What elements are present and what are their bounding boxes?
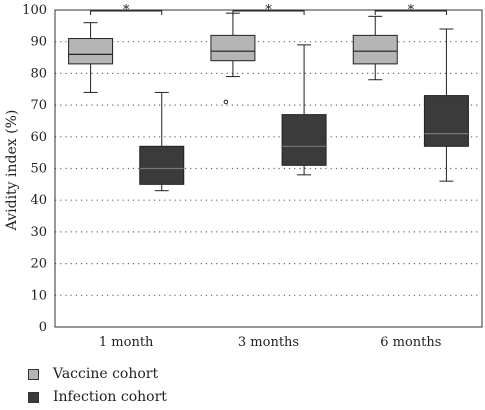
plot-frame — [54, 9, 483, 328]
x-tick-label: 3 months — [238, 335, 299, 350]
y-tick-label: 30 — [30, 225, 47, 240]
grid-lines — [55, 41, 482, 296]
y-tick-label: 60 — [30, 130, 47, 145]
x-tick-label: 1 month — [99, 335, 154, 350]
y-tick-label: 70 — [30, 98, 47, 113]
significance-bracket — [232, 10, 305, 15]
y-axis-ticks: 0 10 20 30 40 50 60 70 80 90 100 — [22, 3, 47, 335]
x-axis-ticks: 1 month 3 months 6 months — [99, 335, 442, 350]
box-iqr — [423, 95, 469, 147]
legend: Vaccine cohort Infection cohort — [28, 364, 167, 410]
legend-item-infection: Infection cohort — [28, 387, 167, 407]
box-infection-2 — [281, 44, 327, 176]
y-tick-label: 20 — [30, 257, 47, 272]
legend-label-vaccine: Vaccine cohort — [53, 366, 159, 382]
y-tick-label: 40 — [30, 193, 47, 208]
box-plot-chart: 0 10 20 30 40 50 60 70 80 90 100 1 month 3 months 6 … — [4, 3, 483, 350]
significance-bracket — [90, 10, 163, 15]
y-tick-label: 90 — [30, 35, 47, 50]
y-tick-label: 10 — [30, 288, 47, 303]
box-series — [68, 12, 469, 192]
y-tick-label: 80 — [30, 66, 47, 81]
box-infection-3 — [423, 28, 469, 182]
box-infection-1 — [139, 91, 185, 192]
box-iqr — [210, 34, 256, 62]
significance-bracket — [374, 10, 447, 15]
y-tick-label: 50 — [30, 162, 47, 177]
legend-label-infection: Infection cohort — [53, 389, 167, 405]
y-axis-title: Avidity index (%) — [4, 110, 20, 232]
box-vaccine-3 — [352, 15, 398, 81]
box-iqr — [68, 38, 114, 65]
box-iqr — [139, 145, 185, 185]
box-vaccine-1 — [68, 22, 114, 93]
x-tick-label: 6 months — [380, 335, 441, 350]
box-iqr — [281, 114, 327, 166]
legend-swatch-vaccine — [28, 368, 39, 380]
outlier-point — [223, 99, 229, 105]
box-vaccine-2 — [210, 12, 256, 105]
y-tick-label: 0 — [39, 320, 47, 335]
legend-item-vaccine: Vaccine cohort — [28, 364, 167, 384]
y-tick-label: 100 — [22, 3, 47, 18]
box-iqr — [352, 34, 398, 65]
